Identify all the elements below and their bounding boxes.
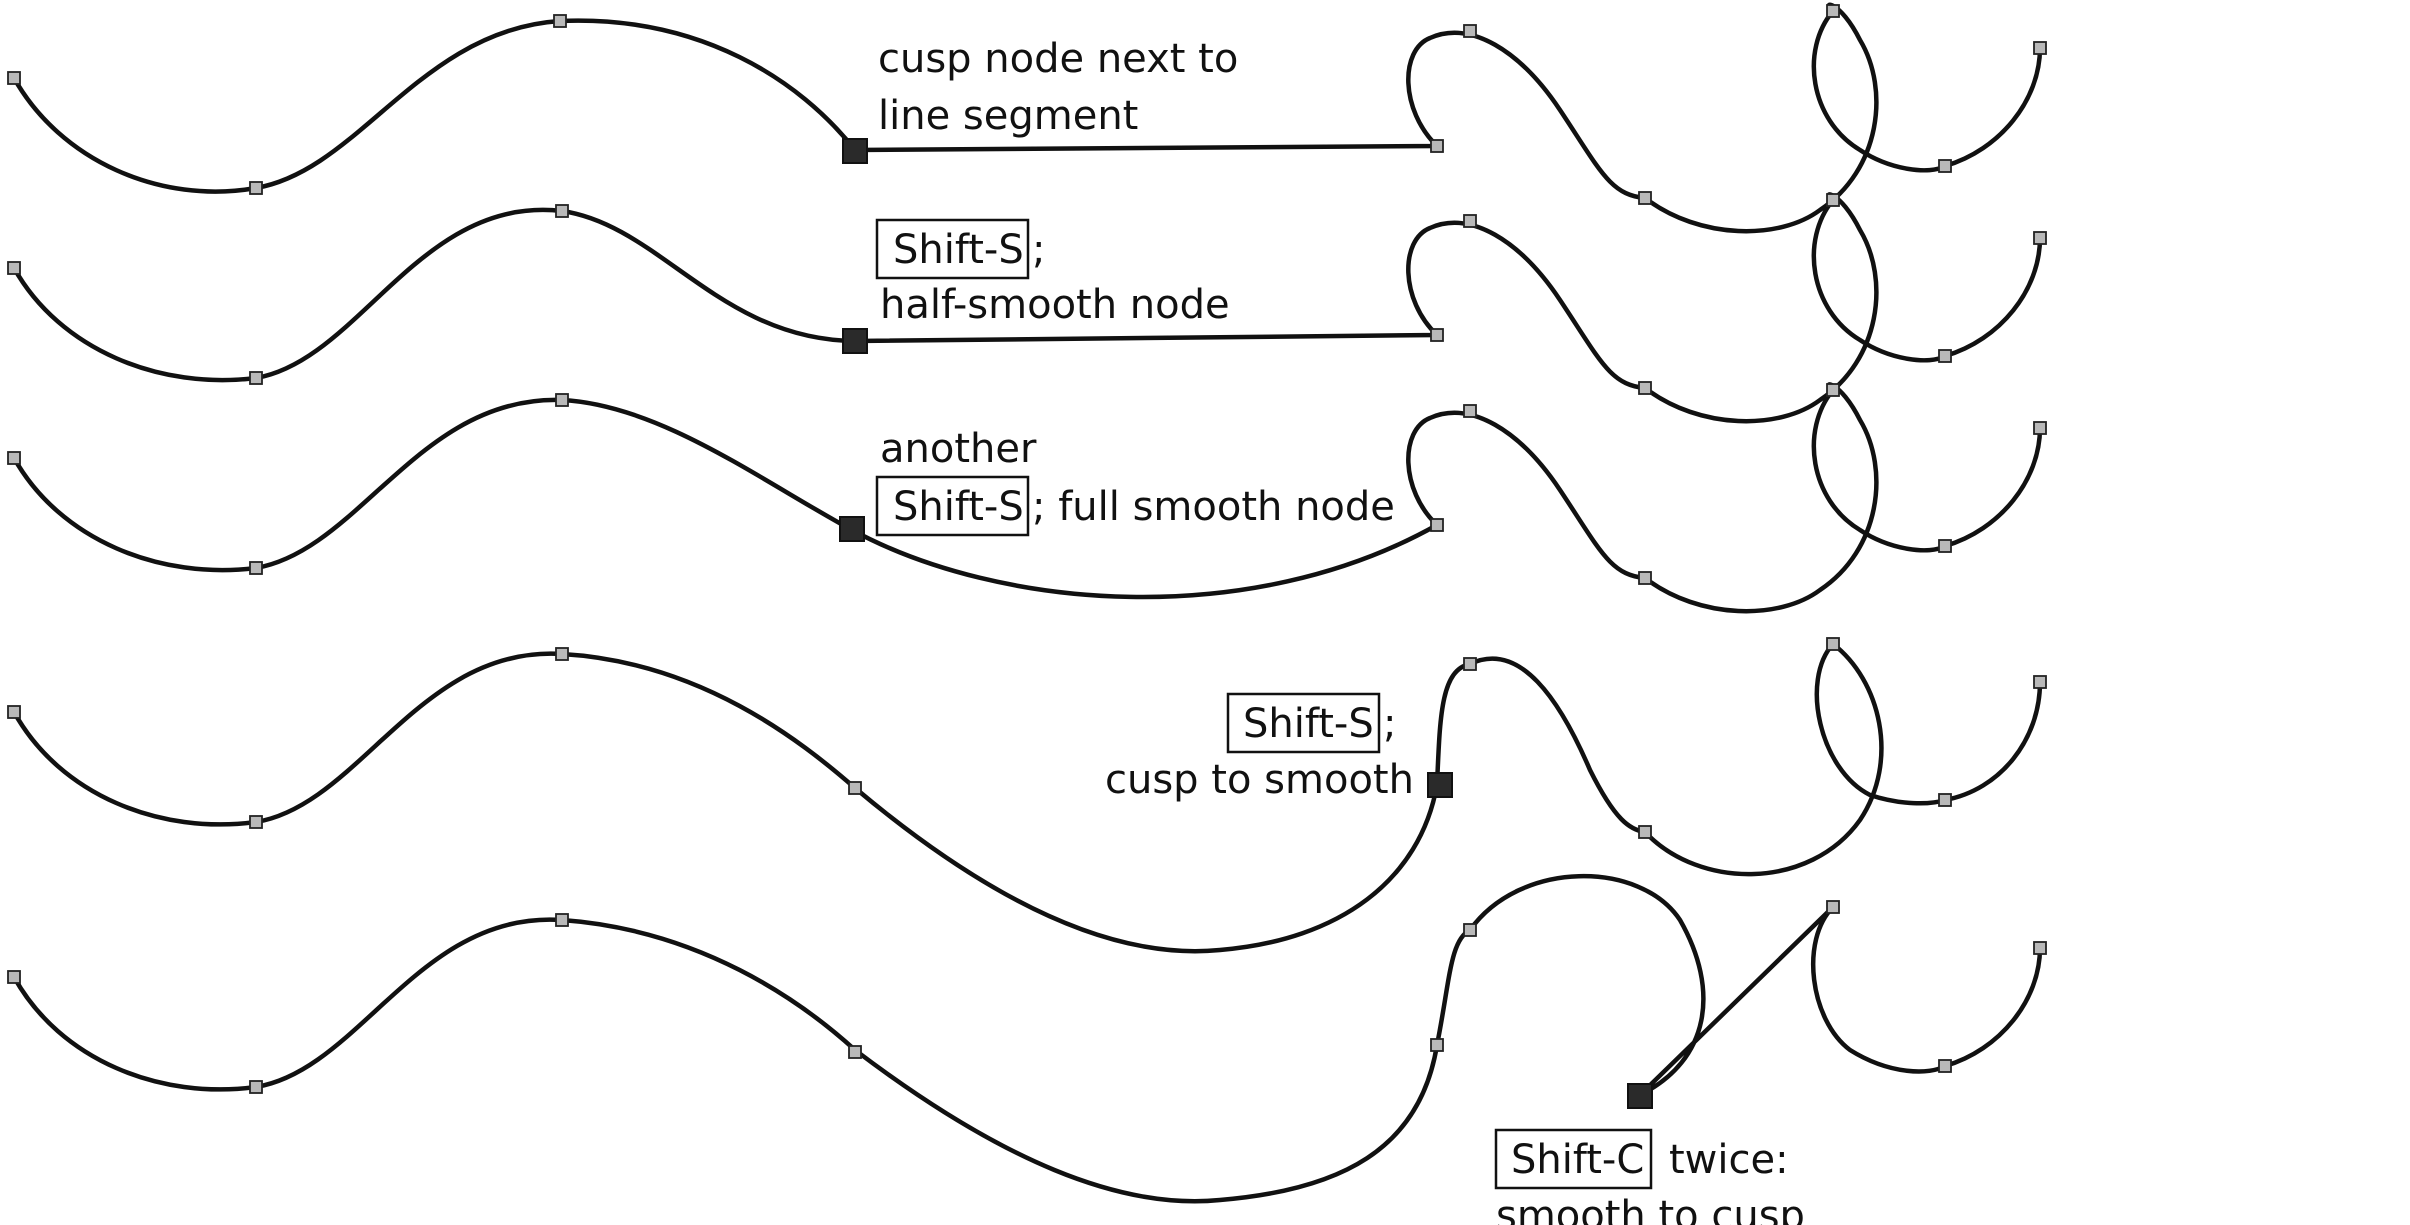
row-3-path xyxy=(11,382,2043,614)
row-1-node-5[interactable] xyxy=(1430,139,1444,153)
row-5-selected-node[interactable] xyxy=(1627,1083,1653,1109)
row-4-node-6[interactable] xyxy=(1463,657,1477,671)
row-1-selected-node[interactable] xyxy=(842,138,868,164)
row-1-node-6[interactable] xyxy=(1463,24,1477,38)
row-3-selected-node[interactable] xyxy=(839,516,865,542)
row-3-node-8[interactable] xyxy=(1826,383,1840,397)
row-5-key-shift-c xyxy=(1494,1128,1653,1190)
row-4-node-3[interactable] xyxy=(555,647,569,661)
row-3-key-shift-s xyxy=(875,475,1030,537)
row-2-node-3[interactable] xyxy=(555,204,569,218)
row-4-node-4[interactable] xyxy=(848,781,862,795)
row-2-selected-node[interactable] xyxy=(842,328,868,354)
row-3-node-1[interactable] xyxy=(7,451,21,465)
row-1-node-9[interactable] xyxy=(1938,159,1952,173)
row-5-path xyxy=(11,873,2043,1204)
row-4-node-2[interactable] xyxy=(249,815,263,829)
row-3-annotation-line-1: another xyxy=(880,426,1037,472)
row-2-node-10[interactable] xyxy=(2033,231,2047,245)
row-1-node-7[interactable] xyxy=(1638,191,1652,205)
row-1-annotation-line-1: cusp node next to xyxy=(878,36,1238,82)
row-1-cusp-node: cusp node next to line segment xyxy=(7,2,2047,234)
row-4-node-8[interactable] xyxy=(1826,637,1840,651)
row-5-node-5[interactable] xyxy=(1430,1038,1444,1052)
row-5-node-1[interactable] xyxy=(7,970,21,984)
row-1-path xyxy=(11,2,2043,234)
row-1-node-3[interactable] xyxy=(553,14,567,28)
row-4-node-7[interactable] xyxy=(1638,825,1652,839)
row-3-node-3[interactable] xyxy=(555,393,569,407)
row-4-key-shift-s xyxy=(1226,692,1381,754)
row-3-key-label: Shift-S xyxy=(893,484,1024,530)
row-2-key-shift-s xyxy=(875,218,1030,280)
row-4-key-label: Shift-S xyxy=(1243,701,1374,747)
row-4-node-10[interactable] xyxy=(2033,675,2047,689)
row-2-node-9[interactable] xyxy=(1938,349,1952,363)
row-2-node-6[interactable] xyxy=(1463,214,1477,228)
row-5-node-3[interactable] xyxy=(555,913,569,927)
row-2-node-5[interactable] xyxy=(1430,328,1444,342)
row-4-node-1[interactable] xyxy=(7,705,21,719)
row-2-node-7[interactable] xyxy=(1638,381,1652,395)
row-3-after-key: ; full smooth node xyxy=(1032,484,1395,530)
row-2-half-smooth-node: Shift-S ; half-smooth node xyxy=(7,192,2047,424)
row-3-node-2[interactable] xyxy=(249,561,263,575)
row-2-after-key: ; xyxy=(1032,227,1045,273)
row-4-cusp-to-smooth: Shift-S ; cusp to smooth xyxy=(7,637,2047,954)
row-5-annotation-line-2: smooth to cusp xyxy=(1496,1193,1805,1225)
row-5-key-label: Shift-C xyxy=(1511,1137,1644,1183)
row-3-node-5[interactable] xyxy=(1430,518,1444,532)
row-4-selected-node[interactable] xyxy=(1427,772,1453,798)
row-5-node-10[interactable] xyxy=(2033,941,2047,955)
row-5-node-9[interactable] xyxy=(1938,1059,1952,1073)
row-5-node-8[interactable] xyxy=(1826,900,1840,914)
row-5-node-2[interactable] xyxy=(249,1080,263,1094)
row-4-node-9[interactable] xyxy=(1938,793,1952,807)
row-3-node-10[interactable] xyxy=(2033,421,2047,435)
row-2-node-2[interactable] xyxy=(249,371,263,385)
row-4-path xyxy=(11,641,2043,954)
row-1-node-8[interactable] xyxy=(1826,4,1840,18)
row-1-node-1[interactable] xyxy=(7,71,21,85)
row-3-full-smooth-node: another Shift-S ; full smooth node xyxy=(7,382,2047,614)
row-3-node-6[interactable] xyxy=(1463,404,1477,418)
row-5-node-6[interactable] xyxy=(1463,923,1477,937)
row-4-annotation-line-2: cusp to smooth xyxy=(1105,757,1414,803)
row-3-node-7[interactable] xyxy=(1638,571,1652,585)
row-2-node-8[interactable] xyxy=(1826,193,1840,207)
row-3-node-9[interactable] xyxy=(1938,539,1952,553)
row-2-key-label: Shift-S xyxy=(893,227,1024,273)
row-2-node-1[interactable] xyxy=(7,261,21,275)
row-4-after-key: ; xyxy=(1383,701,1396,747)
row-1-node-2[interactable] xyxy=(249,181,263,195)
row-5-smooth-to-cusp: Shift-C twice: smooth to cusp xyxy=(7,873,2047,1225)
row-5-after-key: twice: xyxy=(1669,1137,1789,1183)
row-1-annotation-line-2: line segment xyxy=(878,93,1138,139)
row-5-node-4[interactable] xyxy=(848,1045,862,1059)
row-2-annotation-line-2: half-smooth node xyxy=(880,282,1230,328)
row-1-node-10[interactable] xyxy=(2033,41,2047,55)
row-2-path xyxy=(11,192,2043,424)
